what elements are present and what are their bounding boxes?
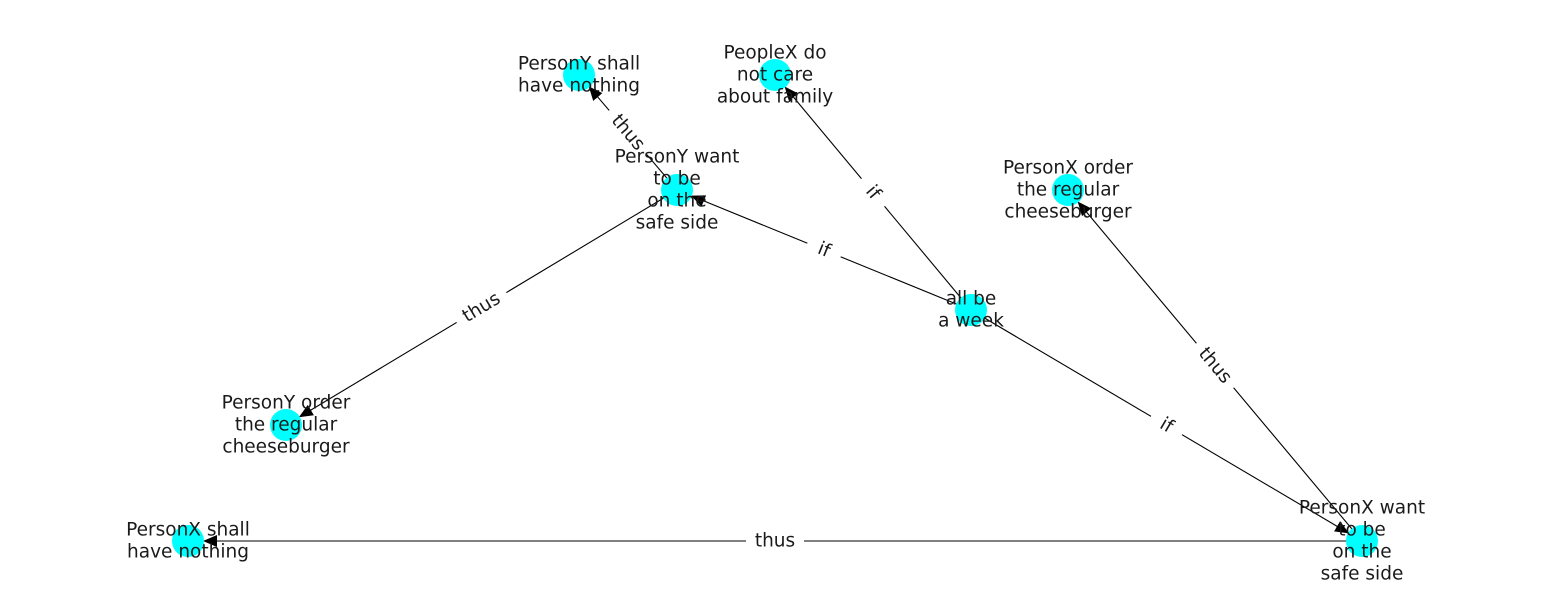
node-label-line: PersonX shall [126, 520, 250, 541]
edge-label-background [1144, 406, 1189, 445]
edge-n_all_week-to-n_y_want: if [690, 195, 972, 311]
node-n_y_want[interactable] [661, 174, 693, 206]
node-label-line: all be [946, 289, 997, 310]
node-n_x_order[interactable] [1052, 174, 1084, 206]
node-label: PersonX want to be on the safe side [1299, 498, 1425, 585]
node-label-line: PersonY shall [518, 54, 640, 75]
node-label: PersonY order the regular cheeseburger [222, 393, 351, 458]
edge-label-group: if [802, 232, 846, 268]
node-label: PersonX order the regular cheeseburger [1003, 158, 1133, 223]
edge-label-group: if [1144, 406, 1189, 445]
node-label-line: on the [1332, 542, 1391, 563]
edge-label-background [450, 282, 513, 333]
node-label-line: safe side [636, 213, 719, 234]
node-label-line: safe side [1321, 564, 1404, 585]
node-label-line: PeopleX do [723, 43, 826, 64]
node-label: PersonX shall have nothing [126, 520, 250, 563]
node-label-line: PersonY want [615, 147, 740, 168]
node-label-line: to be [1338, 520, 1386, 541]
node-label-line: cheeseburger [222, 437, 350, 458]
node-label-line: a week [938, 311, 1004, 332]
edge-n_all_week-to-n_x_want: if [970, 309, 1350, 534]
node-label-line: cheeseburger [1004, 202, 1132, 223]
node-label-line: to be [653, 169, 701, 190]
node-label-line: PersonX order [1003, 158, 1133, 179]
node-label: PeopleX do not care about family [717, 43, 833, 108]
node-n_y_nothing[interactable] [563, 59, 595, 91]
edge-n_all_week-to-n_people_x: if [784, 86, 972, 311]
nodes-layer [172, 59, 1378, 557]
node-label-line: PersonY order [222, 393, 351, 414]
node-label: PersonY want to be on the safe side [615, 147, 740, 234]
node-label-line: the regular [1017, 180, 1120, 201]
node-label: PersonY shall have nothing [518, 54, 640, 97]
node-label-line: the regular [235, 415, 338, 436]
node-n_all_week[interactable] [955, 294, 987, 326]
node-label: all be a week [938, 289, 1004, 332]
node-label-line: not care [737, 65, 813, 86]
node-label-line: about family [717, 87, 833, 108]
node-label-line: on the [647, 191, 706, 212]
node-label-line: have nothing [127, 542, 249, 563]
node-n_y_order[interactable] [270, 409, 302, 441]
node-n_x_want[interactable] [1346, 525, 1378, 557]
edge-label-background [1187, 335, 1243, 396]
edge-label-group: thus [450, 282, 513, 333]
edge-n_y_want-to-n_y_order: thus [298, 189, 678, 418]
edge-label-group: if [852, 170, 894, 215]
edge-label: thus [755, 531, 795, 552]
edge-label-background [600, 102, 656, 163]
edge-n_x_want-to-n_x_nothing: thus [203, 529, 1362, 553]
edge-label-group: thus [1187, 335, 1243, 396]
edge-label-background [746, 529, 804, 553]
edge-label-background [852, 170, 894, 215]
node-label-line: PersonX want [1299, 498, 1425, 519]
edge-n_x_want-to-n_x_order: thus [1077, 201, 1363, 542]
node-label-line: have nothing [518, 76, 640, 97]
edge-label-group: thus [746, 529, 804, 553]
node-n_x_nothing[interactable] [172, 525, 204, 557]
node-n_people_x[interactable] [759, 59, 791, 91]
edge-label-background [802, 232, 846, 268]
